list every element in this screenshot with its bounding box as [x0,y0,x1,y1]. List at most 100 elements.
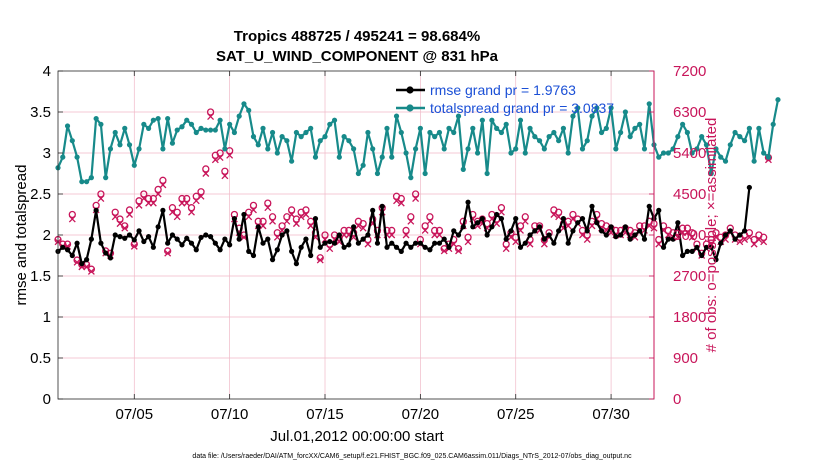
y2-tick-label: 4500 [673,186,706,203]
totalspread-point [360,162,366,168]
obs-possible-marker [411,190,420,198]
obs-assimilated-stroke [388,231,396,239]
obs-assimilated-marker [555,213,563,221]
obs-assimilated-marker [521,217,529,225]
totalspread-point [203,127,209,133]
obs-possible-marker [140,190,148,198]
rmse-point [498,216,505,222]
rmse-point [84,257,90,263]
totalspread-point [74,154,80,160]
rmse-point [346,242,352,248]
totalspread-point [103,175,109,181]
rmse-point [527,232,533,238]
obs-assimilated-stroke [130,242,138,250]
x-tick-label: 07/10 [211,406,249,423]
totalspread-point [131,162,137,168]
obs-assimilated-stroke [154,190,162,198]
totalspread-point [308,125,314,131]
totalspread-point [613,146,619,152]
totalspread-point [489,117,495,123]
totalspread-point [341,134,347,140]
obs-possible-marker [216,149,224,157]
obs-assimilated-stroke [164,249,172,257]
obs-assimilated-stroke [226,151,234,159]
obs-assimilated-stroke [402,231,410,239]
totalspread-point [145,125,152,131]
rmse-point [103,250,109,256]
obs-assimilated-stroke [364,240,372,248]
y2-tick-label: 5400 [673,145,706,162]
rmse-point [303,236,309,242]
obs-assimilated-stroke [745,233,753,241]
obs-assimilated-stroke [97,195,105,203]
rmse-point [598,228,605,234]
rmse-point [522,240,528,246]
obs-assimilated-stroke [722,236,729,244]
totalspread-point [746,125,752,131]
totalspread-point [608,105,614,111]
rmse-point [713,257,719,263]
obs-assimilated-marker [502,245,510,253]
totalspread-point [641,146,648,152]
rmse-point [379,203,385,209]
obs-assimilated-marker [297,213,305,221]
obs-assimilated-marker [126,211,133,218]
totalspread-point [155,115,161,122]
totalspread-point [351,146,357,152]
rmse-point [255,224,261,230]
obs-assimilated-marker [402,231,410,239]
obs-possible-marker [435,226,444,235]
obs-possible-marker [111,208,119,216]
obs-possible-marker [497,204,506,212]
rmse-point [298,244,304,250]
totalspread-point [169,140,176,146]
totalspread-point [322,134,328,140]
totalspread-point [584,138,590,144]
obs-assimilated-stroke [526,240,534,248]
obs-assimilated-marker [526,240,534,248]
totalspread-point [632,125,638,131]
rmse-point [737,232,743,238]
totalspread-point [546,134,552,140]
obs-possible-marker [197,188,205,196]
rmse-point [603,232,609,238]
obs-assimilated-marker [354,222,362,230]
totalspread-point [422,170,428,177]
y-tick-label: 0 [43,391,51,408]
totalspread-point [474,150,481,156]
totalspread-point [69,138,75,144]
totalspread-point [346,138,352,144]
rmse-point [541,236,547,242]
rmse-point [112,232,118,238]
rmse-point [331,240,338,246]
totalspread-point [484,170,490,177]
rmse-point [279,232,285,238]
obs-assimilated-stroke [288,211,296,218]
obs-assimilated-stroke [712,233,720,241]
rmse-point [484,232,490,238]
totalspread-point [432,134,438,140]
totalspread-point [579,146,586,152]
totalspread-point [517,117,524,123]
obs-assimilated-marker [259,222,267,230]
rmse-point [489,224,495,230]
rmse-point [312,216,319,222]
obs-assimilated-marker [130,242,138,250]
totalspread-point [451,129,457,136]
rmse-point [584,228,590,234]
obs-assimilated-stroke [73,258,81,266]
totalspread-point [384,125,390,131]
rmse-point [570,228,576,234]
legend-rmse-marker [406,86,414,94]
rmse-point [207,234,214,240]
obs-assimilated-stroke [555,213,563,221]
totalspread-point [536,138,543,144]
totalspread-point [694,146,700,152]
obs-assimilated-stroke [278,226,286,234]
obs-assimilated-marker [302,211,310,218]
obs-assimilated-stroke [435,231,443,239]
obs-assimilated-marker [388,231,396,239]
obs-possible-marker [149,194,158,203]
totalspread-point [231,129,238,136]
rmse-point [494,211,500,218]
